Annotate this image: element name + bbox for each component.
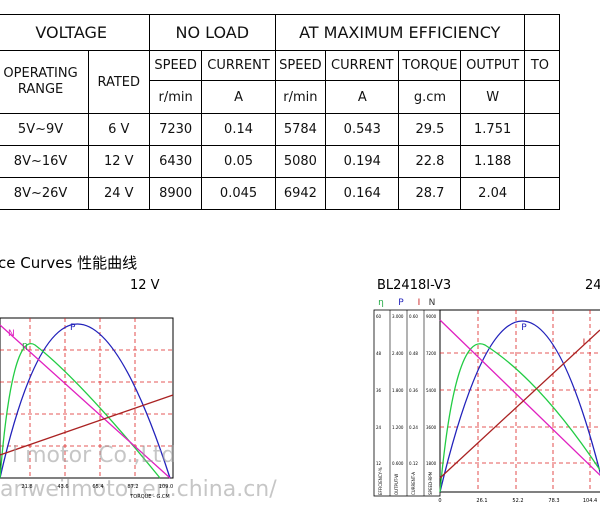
cell-value: 22.8 <box>398 145 462 178</box>
cell-value: 1.751 <box>460 113 525 146</box>
scale-label: 0.24 <box>409 425 418 430</box>
legend-label: I <box>418 298 421 308</box>
grid <box>440 310 600 492</box>
chart-voltage: 12 V <box>130 278 160 293</box>
x-tick-label: 52.2 <box>512 498 523 504</box>
x-tick-label: 0 <box>438 498 441 504</box>
scale-label: 48 <box>376 351 382 356</box>
cell-value: 0.164 <box>325 177 400 210</box>
legend-label: N <box>8 329 15 339</box>
scale-label: 0.48 <box>409 351 418 356</box>
cell-value: 8V~26V <box>0 177 89 210</box>
data-row: 8V~26V 24 V 8900 0.045 6942 0.164 28.7 2.04 <box>0 177 561 210</box>
x-tick-label: 78.3 <box>548 498 559 504</box>
chart-voltage: 24 <box>585 278 600 293</box>
cell-value: 1.188 <box>460 145 525 178</box>
scale-label: 0.12 <box>409 461 418 466</box>
cell-value: 0.045 <box>201 177 276 210</box>
scale-label: 24 <box>376 425 382 430</box>
scale-label: 0.600 <box>392 461 404 466</box>
scale-title: OUTPUT-W <box>394 474 399 495</box>
cell-value: 6430 <box>148 145 203 178</box>
scale-label: 2.400 <box>392 351 404 356</box>
unit: g.cm <box>398 80 462 114</box>
x-tick-label: 43.6 <box>57 484 68 490</box>
cell <box>523 113 561 146</box>
legend-label: P <box>70 323 76 333</box>
scale-label: 0.60 <box>409 314 418 319</box>
scale-label: 60 <box>376 314 382 319</box>
watermark-text: anweilmotor.en.china.cn/ <box>0 477 277 502</box>
plot-area <box>439 309 600 493</box>
cell-value: 8900 <box>148 177 203 210</box>
data-row: 5V~9V 6 V 7230 0.14 5784 0.543 29.5 1.751 <box>0 113 561 146</box>
subheader: CURRENT <box>325 50 400 81</box>
cell-value: 0.14 <box>201 113 276 146</box>
watermark: l motor Co.,Ltd anweilmotor.en.china.cn/ <box>0 443 277 502</box>
scale-label: 3.000 <box>392 314 404 319</box>
x-tick-label: 87.2 <box>127 484 138 490</box>
cell-value: 24 V <box>87 177 150 210</box>
x-tick-label: 21.8 <box>21 484 32 490</box>
spec-table: VOLTAGE NO LOAD AT MAXIMUM EFFICIENCY OP… <box>0 14 561 210</box>
cell <box>523 14 561 51</box>
grid <box>0 318 173 478</box>
scale-title: CURRENT-A <box>411 472 416 495</box>
scale-label: 7200 <box>426 351 437 356</box>
unit: r/min <box>148 80 203 114</box>
x-tick-label: 109.0 <box>159 484 173 490</box>
legend-label: I <box>583 338 586 348</box>
curves-right <box>439 319 600 493</box>
header: NO LOAD <box>148 14 276 51</box>
scale-label: 12 <box>376 461 382 466</box>
curves-left <box>0 323 174 479</box>
subheader: CURRENT <box>201 50 276 81</box>
legend-label: P <box>521 323 527 333</box>
cell-value: 8V~16V <box>0 145 89 178</box>
cell <box>523 177 561 210</box>
cell-value: 0.543 <box>325 113 400 146</box>
header: VOLTAGE <box>0 14 150 51</box>
legend-label: η <box>22 341 28 351</box>
legend-label: N <box>429 298 436 308</box>
scale-label: 9000 <box>426 314 437 319</box>
scale-label: 1800 <box>426 461 437 466</box>
x-tick-label: 26.1 <box>476 498 487 504</box>
x-tick-label: 65.4 <box>92 484 103 490</box>
chart-model: BL2418I-V3 <box>377 278 451 293</box>
unit: W <box>460 80 525 114</box>
x-tick-label: 104.4 <box>583 498 597 504</box>
scale-title: SPEED-RPM <box>428 471 433 495</box>
cell-value: 7230 <box>148 113 203 146</box>
scale-title: EFFICIENCY-% <box>378 467 383 495</box>
cell <box>523 80 561 114</box>
watermark-text: l motor Co.,Ltd <box>12 443 175 468</box>
cell-value: 6 V <box>87 113 150 146</box>
subheader: SPEED <box>148 50 203 81</box>
section-title: ce Curves 性能曲线 <box>0 254 137 272</box>
scale-label: 1.800 <box>392 388 404 393</box>
subheader: SPEED <box>274 50 327 81</box>
scale-label: 3600 <box>426 425 437 430</box>
scale-label: 36 <box>376 388 382 393</box>
cell-value: 6942 <box>274 177 327 210</box>
legend-label: η <box>378 298 384 308</box>
x-axis-label: TORQUE - G.CM <box>129 494 169 500</box>
cell-value: 2.04 <box>460 177 525 210</box>
scale-label: 1.200 <box>392 425 404 430</box>
legend-label: P <box>398 298 404 308</box>
scale-label: 0.36 <box>409 388 418 393</box>
cell-value: 12 V <box>87 145 150 178</box>
cell-value: 5784 <box>274 113 327 146</box>
scale-label: 5400 <box>426 388 437 393</box>
cell-value: 28.7 <box>398 177 462 210</box>
subheader: OUTPUT <box>460 50 525 81</box>
